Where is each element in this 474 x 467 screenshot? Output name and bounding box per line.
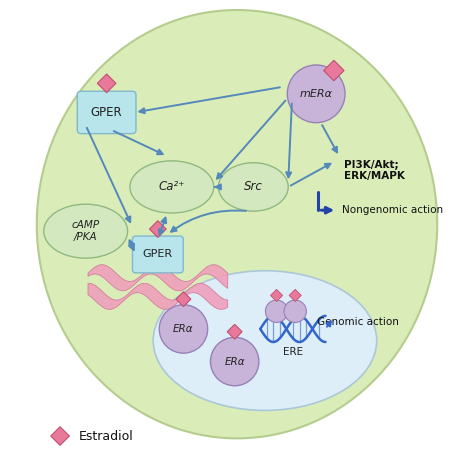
- Ellipse shape: [153, 271, 377, 410]
- Ellipse shape: [37, 10, 437, 439]
- Text: Src: Src: [244, 180, 263, 193]
- Polygon shape: [149, 221, 166, 237]
- Ellipse shape: [44, 204, 128, 258]
- Text: GPER: GPER: [91, 106, 122, 119]
- Text: Estradiol: Estradiol: [79, 430, 134, 443]
- Polygon shape: [51, 427, 69, 446]
- Polygon shape: [88, 265, 228, 291]
- Polygon shape: [289, 290, 301, 302]
- Ellipse shape: [219, 163, 288, 211]
- Text: ERα: ERα: [224, 356, 245, 367]
- Polygon shape: [227, 324, 242, 339]
- Text: Genomic action: Genomic action: [317, 317, 399, 327]
- Polygon shape: [271, 290, 283, 302]
- Circle shape: [284, 300, 306, 322]
- Circle shape: [210, 337, 259, 386]
- Ellipse shape: [130, 161, 214, 213]
- Text: mERα: mERα: [300, 89, 333, 99]
- FancyBboxPatch shape: [77, 91, 136, 134]
- Text: cAMP
/PKA: cAMP /PKA: [72, 220, 100, 242]
- Text: ERE: ERE: [283, 347, 303, 357]
- Text: Ca²⁺: Ca²⁺: [159, 180, 185, 193]
- Polygon shape: [324, 60, 344, 81]
- Polygon shape: [176, 292, 191, 307]
- Text: PI3K/Akt;
ERK/MAPK: PI3K/Akt; ERK/MAPK: [344, 160, 405, 182]
- FancyBboxPatch shape: [132, 236, 183, 273]
- Text: Nongenomic action: Nongenomic action: [342, 205, 443, 215]
- Polygon shape: [97, 74, 116, 92]
- Circle shape: [159, 305, 208, 353]
- Polygon shape: [88, 283, 228, 310]
- Circle shape: [287, 65, 345, 123]
- Circle shape: [265, 300, 288, 322]
- Text: ERα: ERα: [173, 324, 194, 334]
- Text: GPER: GPER: [143, 249, 173, 260]
